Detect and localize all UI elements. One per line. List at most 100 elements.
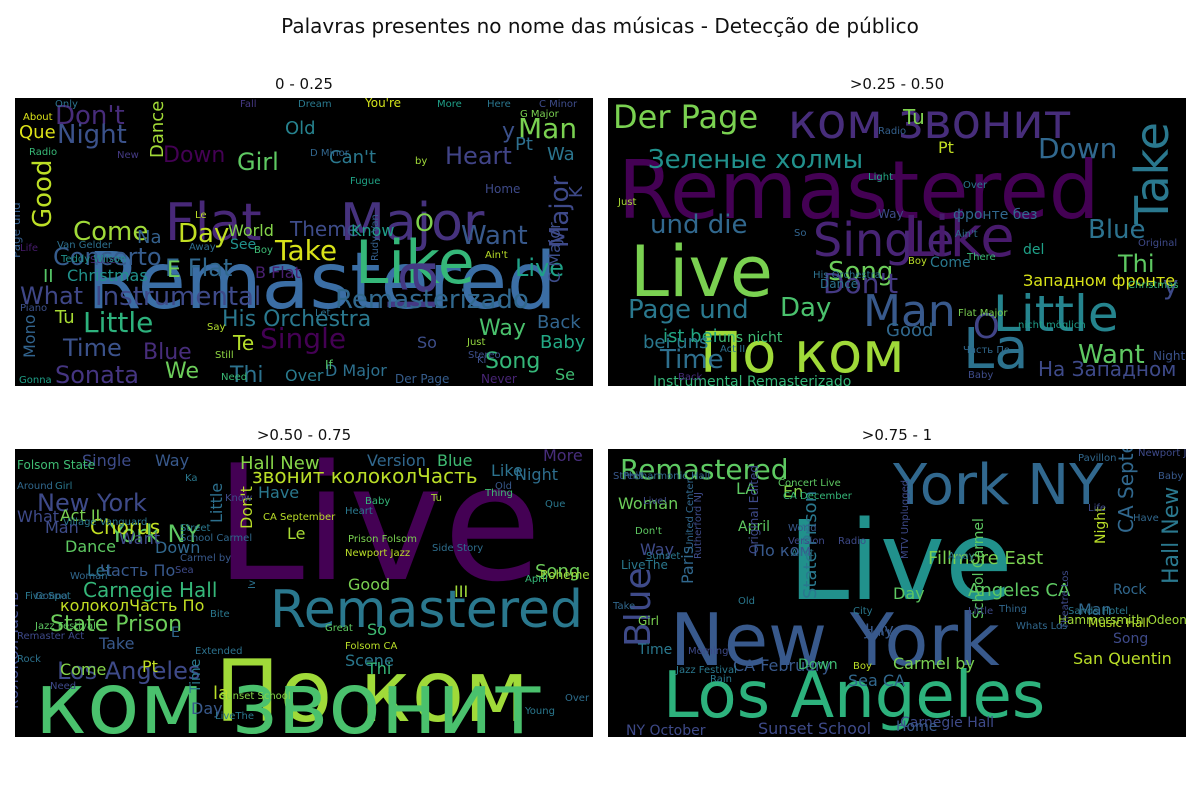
word-0-57: K — [566, 185, 587, 198]
word-1-29: del — [1023, 242, 1044, 258]
word-1-14: Down — [1038, 132, 1117, 165]
word-0-28: We — [165, 359, 199, 384]
word-2-13: Act II — [60, 506, 100, 525]
word-3-4: Remastered — [620, 453, 789, 486]
word-2-14: Version — [367, 451, 426, 470]
word-3-48: Thing — [998, 604, 1027, 615]
word-1-25: y — [1163, 271, 1178, 301]
word-2-30: What — [17, 507, 59, 526]
word-2-0: Live — [215, 449, 542, 617]
word-0-26: Blue — [143, 340, 192, 365]
word-0-27: Sonata — [55, 361, 139, 386]
word-3-57: Rain — [710, 674, 732, 685]
word-2-16: Like — [491, 461, 523, 480]
word-3-54: Baby — [1158, 471, 1183, 482]
word-3-8: Angeles CA — [968, 580, 1071, 601]
word-3-47: Little — [968, 606, 993, 617]
word-2-77: Folsom CA — [345, 641, 398, 652]
word-3-55: Street — [613, 471, 643, 482]
word-2-42: Thi — [366, 659, 391, 678]
word-1-48: Baby — [968, 370, 993, 381]
word-2-36: Come — [60, 660, 106, 679]
word-0-53: Te — [232, 331, 254, 355]
word-1-26: Way — [878, 207, 904, 221]
word-2-1: По ком — [215, 642, 529, 737]
word-2-43: la — [213, 683, 229, 704]
word-1-50: Часть По — [963, 345, 1010, 356]
word-1-31: ist bei — [663, 326, 718, 347]
word-0-10: Man — [518, 112, 577, 145]
word-2-49: Carmel by — [180, 553, 231, 564]
word-3-22: April — [738, 519, 770, 535]
word-3-40: Pavillon — [1078, 453, 1116, 464]
word-2-35: Take — [98, 634, 134, 653]
word-3-37: Music Hall — [1088, 616, 1149, 630]
word-0-34: Pt — [515, 134, 533, 155]
word-3-56: Take — [612, 601, 635, 612]
word-0-73: Piano — [20, 303, 47, 314]
word-2-73: Know — [225, 493, 252, 504]
word-2-37: Pt — [142, 657, 158, 676]
word-1-9: Man — [863, 286, 956, 337]
word-1-24: O — [973, 307, 1000, 347]
word-2-11: Hall New — [240, 453, 320, 474]
word-3-34: Home — [896, 719, 937, 735]
word-0-86: Away — [189, 242, 216, 253]
word-2-27: Want — [119, 529, 160, 548]
word-2-29: Let — [87, 561, 112, 580]
word-1-8: По ком — [700, 321, 905, 386]
word-3-70: United Center — [685, 478, 696, 549]
word-3-65: Don't — [635, 526, 662, 537]
word-0-89: Ki — [477, 355, 486, 366]
word-3-9: San Quentin — [1073, 649, 1172, 668]
word-3-43: CA December — [783, 491, 853, 502]
word-1-2: Live — [630, 231, 773, 313]
word-2-19: Single — [82, 451, 131, 470]
word-3-7: Fillmore East — [928, 548, 1043, 569]
word-1-39: His Orchestra — [813, 270, 881, 281]
word-3-24: Way — [640, 540, 674, 559]
word-2-63: Thing — [484, 488, 513, 499]
word-2-20: Way — [155, 451, 189, 470]
word-0-16: Come — [73, 217, 148, 247]
word-3-30: Man — [1078, 600, 1112, 619]
word-3-51: Have — [1133, 513, 1159, 524]
word-0-52: Se — [555, 365, 575, 384]
word-cloud-0: Remastered Flat Major Like la Instrumental Rem… — [15, 98, 593, 386]
word-2-22: Down — [155, 538, 200, 557]
word-2-45: колоколЧасть — [15, 592, 22, 709]
word-1-49: Act II — [720, 344, 745, 355]
word-3-12: Carmel by — [893, 654, 975, 673]
word-1-28: Come — [930, 255, 971, 271]
word-3-23: По ком — [753, 541, 811, 560]
word-0-67: Let — [315, 308, 331, 319]
word-2-79: Bite — [210, 609, 230, 620]
word-0-56: E — [167, 258, 181, 283]
word-2-7: State Prison — [50, 612, 182, 637]
word-1-37: Instrumental Remasterizado — [653, 374, 851, 386]
word-0-36: Old — [285, 118, 316, 139]
word-0-54: y — [502, 119, 515, 144]
word-0-5: Instrumental — [95, 282, 261, 312]
word-2-40: Scene — [345, 651, 394, 670]
word-3-25: LiveThe — [621, 558, 668, 572]
word-2-81: Woman — [70, 571, 108, 582]
word-3-50: Can't — [865, 628, 891, 639]
word-3-52: Ain't — [791, 548, 814, 559]
word-0-64: Never — [481, 372, 517, 386]
word-0-39: Que — [19, 122, 56, 143]
word-0-6: Remasterizado — [335, 285, 529, 315]
word-2-41: So — [367, 620, 387, 639]
word-0-1: Flat — [165, 193, 262, 253]
word-2-62: Baby — [365, 496, 390, 507]
word-2-33: Good — [348, 575, 390, 594]
word-0-19: Want — [461, 221, 528, 251]
word-1-20: Time — [659, 345, 724, 375]
word-2-17: Night — [515, 465, 558, 484]
word-2-25: Don't — [237, 486, 256, 529]
word-0-45: Christmas — [67, 266, 148, 285]
word-2-47: Village Vanguard — [63, 517, 147, 528]
word-1-33: bei uns — [643, 332, 708, 353]
word-2-72: Ka — [185, 473, 198, 484]
